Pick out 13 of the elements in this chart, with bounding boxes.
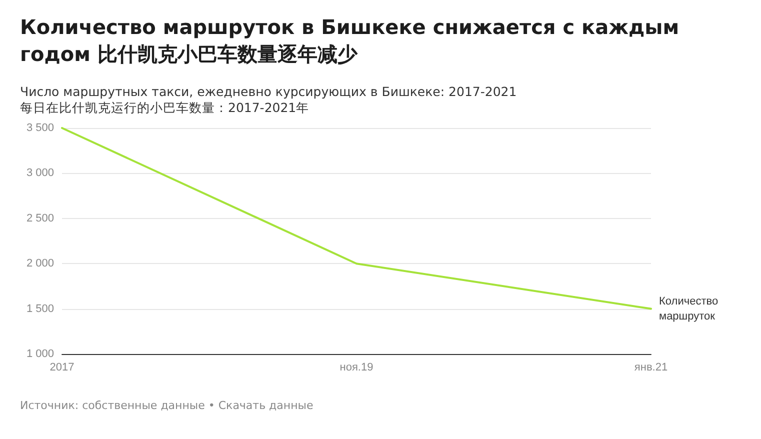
y-tick-label: 1 500 — [26, 302, 54, 315]
x-tick-label: янв.21 — [634, 362, 668, 374]
text: Источник: собственные данные • Скачать данные — [20, 399, 314, 412]
y-tick-label: 2 500 — [26, 212, 54, 224]
x-tick-label: 2017 — [50, 362, 74, 374]
y-tick-label: 3 000 — [26, 167, 54, 180]
chart-subtitle: Число маршрутных такси, ежедневно курсирующих в Бишкеке: 2017-2021 每日在比什凯克运行的小巴车数量：2017-2021年 — [20, 84, 518, 116]
series-label: Количество маршруток — [659, 295, 718, 322]
y-tick-label: 1 000 — [26, 348, 54, 360]
chart-title: Количество маршруток в Бишкеке снижается с каждым годом 比什凯克小巴车数量逐年减少 — [20, 14, 680, 68]
y-tick-label: 2 000 — [26, 258, 54, 270]
y-tick-label: 3 500 — [26, 122, 54, 134]
x-tick-label: ноя.19 — [340, 362, 374, 374]
